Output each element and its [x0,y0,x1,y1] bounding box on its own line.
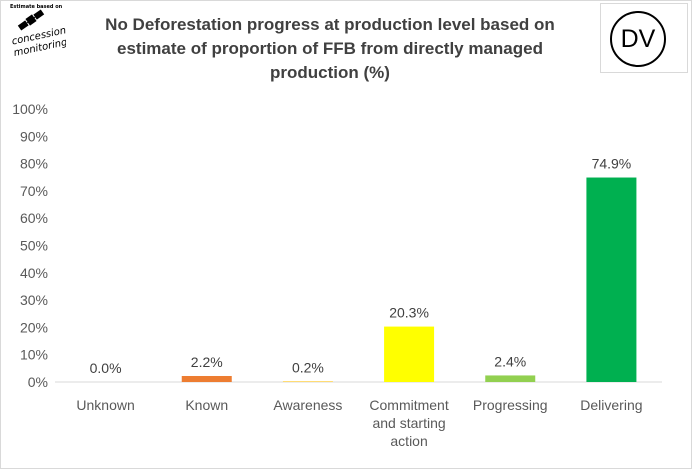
x-tick-label: action [390,433,427,449]
data-label: 0.2% [292,359,324,375]
data-label: 74.9% [592,156,632,172]
y-tick-label: 90% [20,128,48,144]
x-tick-label: Known [185,397,228,413]
y-tick-label: 50% [20,238,48,254]
chart-title-line-1: No Deforestation progress at production … [105,15,555,34]
bar [181,375,232,382]
y-tick-label: 80% [20,156,48,172]
chart-title-line-3: production (%) [270,63,390,82]
chart-title-line-2: estimate of proportion of FFB from direc… [117,39,543,58]
y-tick-label: 70% [20,183,48,199]
x-tick-label: Progressing [473,397,548,413]
y-tick-label: 20% [20,319,48,335]
dv-badge-box: DV [600,3,688,73]
bar [485,375,536,382]
x-tick-label: Awareness [273,397,342,413]
x-tick-label: Commitment [369,397,448,413]
y-tick-label: 40% [20,265,48,281]
chart-title: No Deforestation progress at production … [70,13,590,85]
data-label: 0.0% [90,360,122,376]
logo-caption: Estimate based on [10,4,63,10]
y-tick-label: 10% [20,347,48,363]
x-tick-label: Delivering [580,397,642,413]
y-tick-label: 30% [20,292,48,308]
dv-badge: DV [610,11,666,67]
bar [586,177,637,382]
y-tick-label: 60% [20,210,48,226]
x-tick-label: and starting [372,415,445,431]
bar [282,381,333,382]
y-tick-label: 100% [12,101,48,117]
bar [384,326,435,382]
satellite-icon: Estimate based on concession monitoring [10,4,66,56]
data-label: 2.2% [191,354,223,370]
x-tick-label: Unknown [76,397,134,413]
y-tick-label: 0% [28,374,48,390]
concession-monitoring-logo: Estimate based on concession monitoring [4,2,66,56]
data-label: 20.3% [389,305,429,321]
data-label: 2.4% [494,353,526,369]
